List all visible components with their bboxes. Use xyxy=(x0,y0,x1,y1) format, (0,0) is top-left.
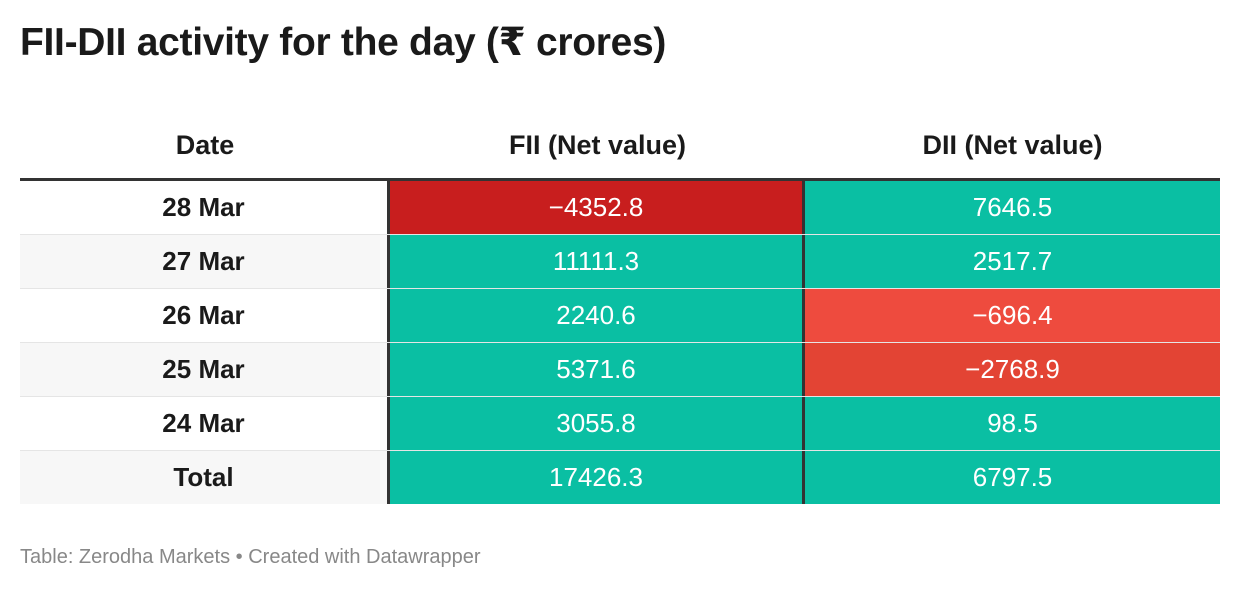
fii-value-cell: 3055.8 xyxy=(390,397,805,450)
table-row: Total 17426.3 6797.5 xyxy=(20,451,1220,504)
table-row: 28 Mar −4352.8 7646.5 xyxy=(20,181,1220,235)
table-body: 28 Mar −4352.8 7646.5 27 Mar 11111.3 2517.7 26… xyxy=(20,181,1220,504)
table-row: 26 Mar 2240.6 −696.4 xyxy=(20,289,1220,343)
dii-value-cell: −2768.9 xyxy=(805,343,1220,396)
table-row: 27 Mar 11111.3 2517.7 xyxy=(20,235,1220,289)
table-header: Date FII (Net value) DII (Net value) xyxy=(20,112,1220,181)
table-row: 25 Mar 5371.6 −2768.9 xyxy=(20,343,1220,397)
date-cell: 25 Mar xyxy=(20,343,390,396)
dii-value-cell: −696.4 xyxy=(805,289,1220,342)
date-cell: 26 Mar xyxy=(20,289,390,342)
dii-value-cell: 2517.7 xyxy=(805,235,1220,288)
dii-value-cell: 7646.5 xyxy=(805,181,1220,234)
header-fii: FII (Net value) xyxy=(508,129,687,160)
date-cell: 28 Mar xyxy=(20,181,390,234)
dii-value-cell: 98.5 xyxy=(805,397,1220,450)
source-credit: Table: Zerodha Markets • Created with Da… xyxy=(20,546,481,568)
date-cell: Total xyxy=(20,451,390,504)
header-date: Date xyxy=(175,129,235,160)
fii-value-cell: 5371.6 xyxy=(390,343,805,396)
fii-value-cell: 17426.3 xyxy=(390,451,805,504)
fii-value-cell: −4352.8 xyxy=(390,181,805,234)
table-row: 24 Mar 3055.8 98.5 xyxy=(20,397,1220,451)
dii-value-cell: 6797.5 xyxy=(805,451,1220,504)
date-cell: 24 Mar xyxy=(20,397,390,450)
date-cell: 27 Mar xyxy=(20,235,390,288)
fii-value-cell: 2240.6 xyxy=(390,289,805,342)
chart-title: FII-DII activity for the day (₹ crores) xyxy=(20,21,667,64)
fii-value-cell: 11111.3 xyxy=(390,235,805,288)
fii-dii-table: Date FII (Net value) DII (Net value) 28 … xyxy=(20,112,1220,504)
header-dii: DII (Net value) xyxy=(922,129,1103,160)
